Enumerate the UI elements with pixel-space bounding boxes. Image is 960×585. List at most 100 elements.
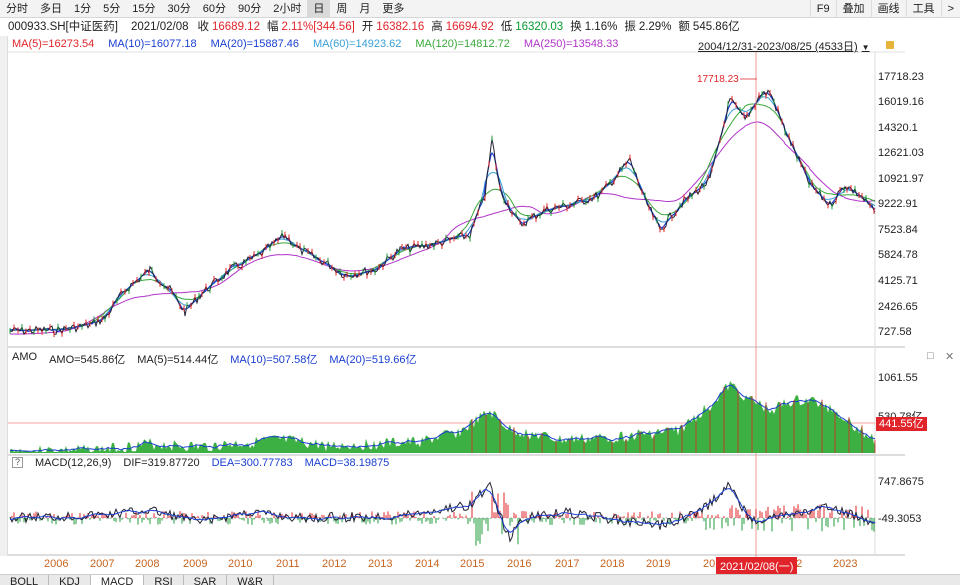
- year-label: 2012: [322, 558, 347, 570]
- year-label: 2006: [44, 558, 69, 570]
- year-label: 2010: [228, 558, 253, 570]
- crosshair-date-tag: 2021/02/08(一): [716, 557, 798, 575]
- indicator-tab-4[interactable]: SAR: [184, 575, 228, 585]
- left-sidebar-strip: [0, 36, 8, 556]
- price-axis-label: 12621.03: [878, 147, 924, 159]
- price-axis-label: 16019.16: [878, 96, 924, 108]
- year-label: 2011: [276, 558, 300, 570]
- period-tab-7[interactable]: 90分: [238, 2, 262, 15]
- amo-axis-top: 1061.55: [878, 372, 918, 384]
- year-label: 2007: [90, 558, 115, 570]
- period-toolbar: 分时 多日 1分 5分 15分 30分 60分 90分 2小时日周月更多 F9 叠加 画线 工具 >: [0, 0, 960, 18]
- ma20-value: MA(20)=15887.46: [210, 38, 299, 50]
- macd-title: MACD(12,26,9): [35, 457, 112, 469]
- help-icon[interactable]: ?: [12, 457, 23, 468]
- close-value: 16689.12: [212, 21, 260, 33]
- amo-title: AMO: [12, 351, 38, 363]
- amplitude-label: 振: [624, 21, 636, 33]
- period-tab-0[interactable]: 分时: [6, 2, 28, 15]
- macd-dea: DEA=300.77783: [211, 457, 293, 469]
- period-tab-1[interactable]: 多日: [40, 2, 62, 15]
- indicator-tab-2[interactable]: MACD: [90, 575, 145, 585]
- price-line: [9, 89, 876, 336]
- ma5-value: MA(5)=16273.54: [12, 38, 95, 50]
- more-arrow-icon[interactable]: >: [940, 0, 960, 18]
- indicator-tab-5[interactable]: W&R: [227, 575, 274, 585]
- macd-value: MACD=38.19875: [304, 457, 390, 469]
- year-label: 2008: [135, 558, 160, 570]
- price-axis-label: 2426.65: [878, 301, 918, 313]
- close-label: 收: [197, 21, 210, 33]
- macd-dea-line: [9, 488, 876, 533]
- tool-button-0[interactable]: F9: [809, 0, 836, 18]
- macd-axis-zero: -49.3053: [878, 513, 922, 525]
- period-tab-8[interactable]: 2小时: [273, 2, 302, 15]
- price-axis-label: 7523.84: [878, 224, 918, 236]
- ma120-value: MA(120)=14812.72: [415, 38, 510, 50]
- open-value: 16382.16: [376, 21, 425, 33]
- period-tab-6[interactable]: 60分: [202, 2, 226, 15]
- change-label: 幅: [266, 21, 279, 33]
- change-value: 2.11%[344.56]: [281, 21, 355, 33]
- amo-ma5: MA(5)=514.44亿: [137, 354, 219, 366]
- tool-button-2[interactable]: 画线: [870, 0, 906, 18]
- price-axis-label: 17718.23: [878, 71, 924, 83]
- period-tab-2[interactable]: 1分: [74, 2, 92, 15]
- indicator-tab-1[interactable]: KDJ: [49, 575, 91, 585]
- year-label: 2017: [555, 558, 580, 570]
- stock-code[interactable]: 000933.SH[中证医药]: [8, 21, 118, 33]
- macd-legend: ? MACD(12,26,9) DIF=319.87720 DEA=300.77…: [12, 457, 401, 469]
- high-label: 高: [431, 21, 443, 33]
- tool-button-1[interactable]: 叠加: [835, 0, 871, 18]
- dropdown-arrow-icon: ▼: [861, 43, 870, 52]
- amo-ma-line: [9, 384, 876, 452]
- amount-label: 额: [678, 21, 690, 33]
- ma250-value: MA(250)=13548.33: [523, 38, 619, 50]
- period-tab-10[interactable]: 周: [336, 2, 348, 15]
- high-value: 16694.92: [445, 21, 494, 33]
- date-range-text: 2004/12/31-2023/08/25 (4533日): [698, 41, 858, 53]
- year-label: 2019: [646, 558, 671, 570]
- year-label: 2013: [368, 558, 393, 570]
- time-axis: 2006 2007 2008 2009 2010 2011 2012 2013 2014 2015…: [0, 556, 960, 574]
- open-label: 开: [361, 21, 374, 33]
- ma10-value: MA(10)=16077.18: [108, 38, 197, 50]
- quote-info-bar: 000933.SH[中证医药] 2021/02/08 收 16689.12 幅 …: [0, 18, 960, 36]
- period-tab-11[interactable]: 月: [359, 2, 371, 15]
- amo-ma20: MA(20)=519.66亿: [329, 354, 417, 366]
- date-range-selector[interactable]: 2004/12/31-2023/08/25 (4533日) ▼: [698, 38, 870, 54]
- ma60-value: MA(60)=14923.62: [313, 38, 402, 50]
- amo-current-tag: 441.55亿: [876, 417, 927, 431]
- year-label: 2023: [833, 558, 858, 570]
- period-tab-3[interactable]: 5分: [103, 2, 121, 15]
- close-icon[interactable]: ✕: [945, 351, 955, 363]
- indicator-tab-3[interactable]: RSI: [144, 575, 184, 585]
- low-label: 低: [500, 21, 513, 33]
- indicator-tab-0[interactable]: BOLL: [0, 575, 50, 585]
- restore-icon[interactable]: □: [927, 350, 934, 362]
- amount-value: 545.86亿: [692, 21, 740, 33]
- quote-date: 2021/02/08: [130, 21, 189, 33]
- year-label: 2018: [600, 558, 625, 570]
- tool-button-3[interactable]: 工具: [905, 0, 941, 18]
- ma60-line: [9, 96, 876, 331]
- period-tab-9[interactable]: 日: [307, 0, 331, 18]
- price-axis-label: 4125.71: [878, 275, 918, 287]
- year-label: 2014: [415, 558, 440, 570]
- low-value: 16320.03: [515, 21, 564, 33]
- ma250-line: [9, 121, 876, 335]
- peak-label: 17718.23: [697, 74, 739, 85]
- period-tab-5[interactable]: 30分: [167, 2, 191, 15]
- period-tab-4[interactable]: 15分: [132, 2, 156, 15]
- price-axis-label: 10921.97: [878, 173, 924, 185]
- year-label: 2009: [183, 558, 208, 570]
- year-label: 2016: [507, 558, 532, 570]
- lock-icon[interactable]: [886, 41, 894, 49]
- amo-area: [10, 380, 875, 453]
- amplitude-value: 2.29%: [638, 21, 672, 33]
- amo-ma10: MA(10)=507.58亿: [230, 354, 318, 366]
- turnover-label: 换: [570, 21, 582, 33]
- period-tab-12[interactable]: 更多: [382, 2, 405, 15]
